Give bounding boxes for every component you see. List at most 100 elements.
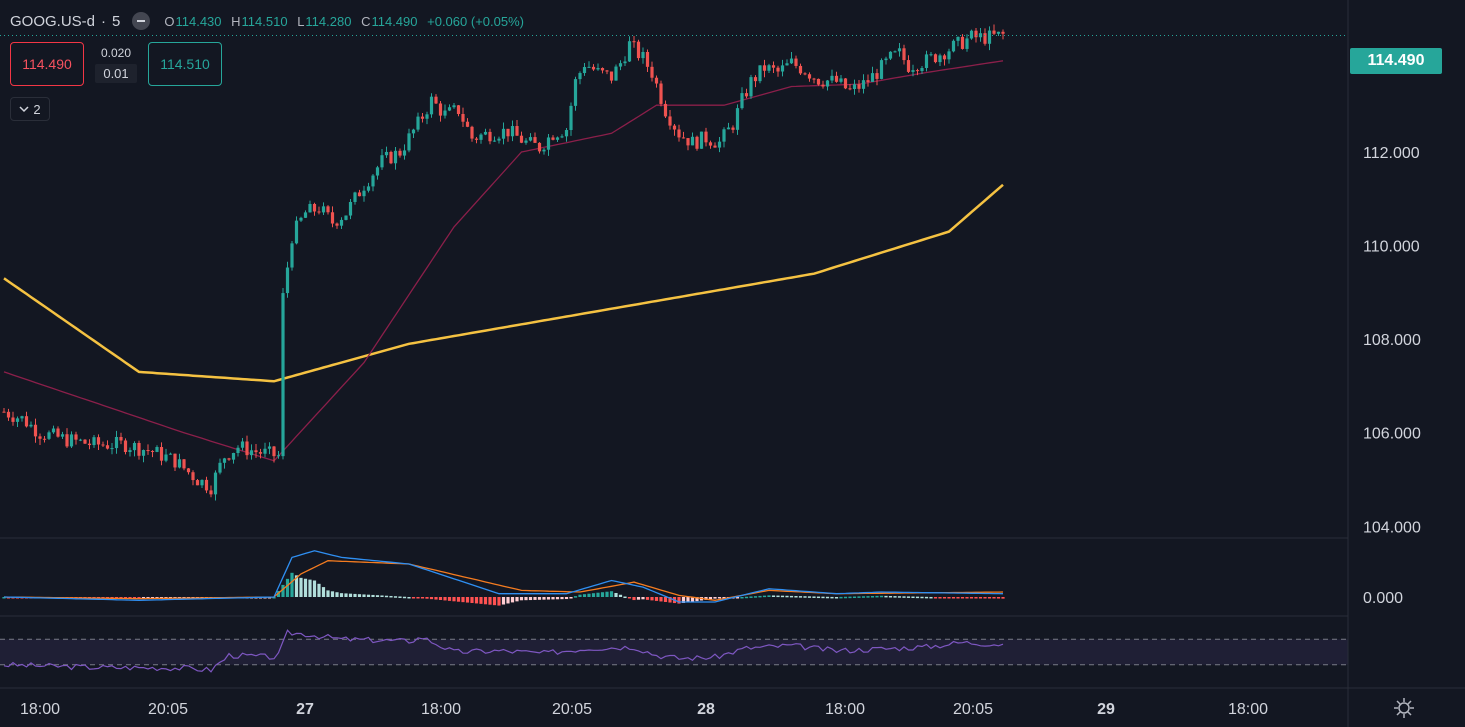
candle-body — [362, 190, 366, 197]
symbol-name[interactable]: GOOG.US-d — [10, 12, 96, 30]
macd-histogram-bar — [362, 594, 366, 597]
candle-body — [929, 54, 933, 56]
candle-body — [983, 33, 987, 44]
candle-body — [483, 131, 488, 135]
interval-label[interactable]: 5 — [112, 12, 121, 30]
candle-body — [605, 70, 609, 72]
candle-body — [911, 70, 915, 72]
macd-histogram-bar — [812, 596, 816, 598]
price-tick-label: 112.000 — [1363, 145, 1420, 162]
candle-body — [110, 448, 114, 450]
macd-histogram-bar — [272, 597, 276, 599]
legend-separator: · — [101, 12, 107, 30]
macd-histogram-bar — [848, 596, 852, 599]
candle-body — [231, 453, 236, 460]
macd-histogram-bar — [771, 595, 776, 597]
candle-body — [699, 131, 704, 149]
candle-body — [771, 65, 776, 68]
candle-body — [33, 424, 38, 437]
macd-histogram-bar — [609, 591, 614, 597]
candle-body — [762, 65, 767, 71]
macd-histogram-bar — [947, 597, 951, 599]
candle-body — [780, 65, 785, 72]
candle-body — [393, 150, 398, 164]
candle-body — [807, 74, 812, 79]
candle-body — [866, 80, 870, 82]
macd-histogram-bar — [906, 596, 911, 598]
macd-histogram-bar — [614, 592, 618, 597]
macd-histogram-bar — [123, 597, 128, 599]
macd-histogram-bar — [402, 596, 407, 599]
time-axis[interactable]: 18:00 20:05 27 18:00 20:05 28 18:00 20:05 29 18:0… — [20, 701, 1268, 718]
candle-body — [600, 68, 605, 71]
macd-histogram-bar — [978, 597, 983, 599]
macd-histogram-bar — [533, 597, 537, 600]
macd-histogram-bar — [461, 597, 465, 603]
candle-body — [897, 48, 902, 52]
macd-histogram-bar — [627, 597, 632, 599]
rsi-band — [0, 639, 1348, 665]
indicator-count: 2 — [33, 101, 41, 117]
price-axis[interactable]: 114.000112.000110.000108.000106.000104.0… — [0, 35, 1421, 607]
sell-button[interactable]: 114.490 — [10, 42, 84, 86]
macd-histogram-bar — [744, 596, 749, 599]
macd-histogram-bar — [875, 595, 879, 598]
candle-body — [353, 192, 357, 202]
change-value: +0.060 (+0.05%) — [427, 13, 524, 29]
candle-body — [546, 137, 551, 150]
macd-histogram-bar — [317, 583, 321, 597]
time-tick-label: 20:05 — [953, 701, 993, 718]
candle-body — [888, 51, 893, 59]
macd-histogram-bar — [384, 595, 389, 598]
macd-histogram-bar — [294, 575, 299, 597]
candle-body — [285, 267, 290, 294]
candle-body — [290, 243, 294, 268]
macd-histogram-bar — [600, 592, 605, 597]
macd-histogram-bar — [488, 597, 492, 605]
ma-long-line — [3, 183, 1004, 383]
macd-histogram-bar — [933, 597, 938, 599]
candle-body — [614, 66, 618, 81]
close-key: C — [361, 13, 371, 29]
candle-body — [447, 107, 452, 111]
macd-histogram-bar — [308, 579, 312, 597]
candle-body — [272, 446, 276, 457]
candle-body — [713, 145, 717, 148]
lot-size-input[interactable]: 0.01 — [95, 63, 137, 83]
candle-body — [537, 142, 542, 152]
candle-body — [74, 434, 78, 440]
gear-icon[interactable] — [1392, 696, 1416, 720]
candle-body — [470, 126, 474, 139]
candle-body — [159, 447, 164, 461]
macd-histogram-bar — [497, 597, 501, 606]
macd-histogram-bar — [816, 596, 821, 599]
candle-body — [240, 441, 245, 448]
candle-body — [492, 140, 497, 142]
macd-histogram-bar — [407, 597, 411, 599]
hide-icon[interactable] — [132, 12, 151, 30]
candle-body — [686, 138, 690, 146]
last-price-tag: 114.490 — [1350, 48, 1442, 74]
candle-body — [834, 75, 839, 82]
macd-histogram-bar — [591, 593, 596, 597]
candle-body — [996, 31, 1001, 34]
macd-histogram-bar — [546, 597, 551, 600]
candle-body — [317, 211, 321, 213]
buy-button[interactable]: 114.510 — [148, 42, 222, 86]
candle-body — [542, 149, 546, 152]
candle-body — [560, 136, 564, 138]
candle-body — [506, 128, 510, 137]
macd-signal-line — [3, 560, 1004, 601]
candle-body — [465, 121, 470, 127]
candle-body — [735, 108, 740, 130]
candle-body — [308, 203, 312, 213]
low-value: 114.280 — [305, 13, 352, 29]
indicators-toggle-button[interactable]: 2 — [10, 97, 50, 121]
macd-histogram-bar — [555, 597, 560, 600]
macd-histogram-bar — [722, 597, 726, 599]
candle-body — [870, 73, 875, 82]
macd-histogram-bar — [452, 597, 456, 602]
macd-histogram-bar — [924, 596, 929, 599]
candle-body — [650, 66, 654, 78]
